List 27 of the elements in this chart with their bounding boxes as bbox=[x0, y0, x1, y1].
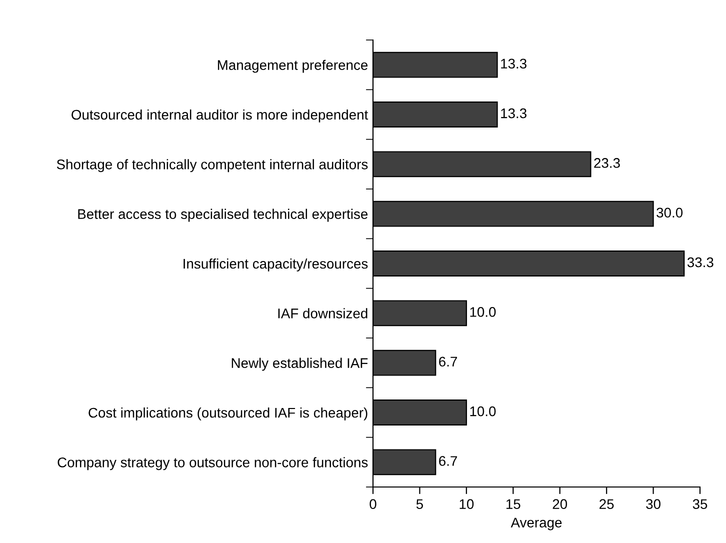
x-tick-label: 20 bbox=[552, 499, 568, 510]
y-tick-label: Cost implications (outsourced IAF is cheaper) bbox=[88, 407, 368, 420]
data-label: 30.0 bbox=[656, 208, 683, 218]
y-tick-label: Newly established IAF bbox=[232, 358, 368, 371]
data-label: 23.3 bbox=[594, 158, 620, 168]
y-tick-label: Management preference bbox=[218, 60, 368, 73]
y-tick-label: Shortage of technically competent internal auditors bbox=[56, 159, 368, 172]
x-tick-label: 0 bbox=[370, 499, 376, 510]
data-label: 6.7 bbox=[439, 456, 457, 466]
data-label: 13.3 bbox=[501, 58, 526, 69]
data-label: 33.3 bbox=[687, 257, 714, 268]
x-tick-label: 25 bbox=[600, 499, 614, 510]
y-tick-label: Insufficient capacity/resources bbox=[184, 258, 368, 272]
x-tick-label: 15 bbox=[506, 499, 520, 510]
x-tick-label: 35 bbox=[692, 499, 708, 510]
y-tick-label: IAF downsized bbox=[278, 308, 368, 318]
y-tick-label: Better access to specialised technical expertise bbox=[78, 208, 368, 222]
x-tick-label: 5 bbox=[416, 499, 423, 510]
y-tick-label: Outsourced internal auditor is more independent bbox=[72, 109, 368, 122]
data-label: 6.7 bbox=[439, 356, 457, 367]
data-label: 10.0 bbox=[470, 406, 496, 416]
data-label: 10.0 bbox=[470, 307, 496, 317]
x-tick-label: 30 bbox=[646, 499, 660, 510]
y-tick-label: Company strategy to outsource non-core functions bbox=[58, 457, 368, 470]
x-axis-title: Average bbox=[510, 518, 562, 530]
data-label: 13.3 bbox=[501, 108, 526, 118]
x-tick-label: 10 bbox=[460, 499, 474, 510]
